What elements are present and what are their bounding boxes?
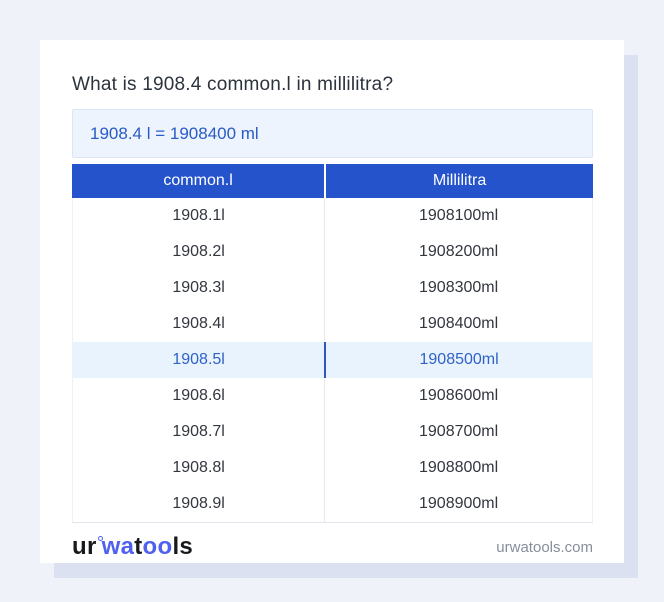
urwatools-logo[interactable]: ur watools <box>72 535 193 559</box>
table-row[interactable]: 1908.7l 1908700ml <box>73 414 592 450</box>
cell-millilitra: 1908800ml <box>324 450 592 486</box>
cell-common-l: 1908.2l <box>172 243 225 260</box>
table-header-row: common.l Millilitra <box>72 164 593 198</box>
table-row[interactable]: 1908.6l 1908600ml <box>73 378 592 414</box>
cell-millilitra: 1908900ml <box>324 486 592 522</box>
cell-millilitra: 1908400ml <box>324 306 592 342</box>
table-row[interactable]: 1908.9l 1908900ml <box>73 486 592 522</box>
conversion-result-text: 1908.4 l = 1908400 ml <box>90 123 259 143</box>
cell-common-l: 1908.6l <box>172 387 225 404</box>
cell-millilitra: 1908100ml <box>324 198 592 234</box>
table-row[interactable]: 1908.4l 1908400ml <box>73 306 592 342</box>
table-row[interactable]: 1908.1l 1908100ml <box>73 198 592 234</box>
cell-common-l: 1908.1l <box>172 207 225 224</box>
cell-common-l: 1908.3l <box>172 279 225 296</box>
table-header-millilitra: Millilitra <box>324 164 593 198</box>
cell-common-l: 1908.7l <box>172 423 225 440</box>
cell-common-l: 1908.8l <box>172 459 225 476</box>
cell-millilitra: 1908600ml <box>324 378 592 414</box>
cell-millilitra: 1908500ml <box>324 342 592 378</box>
footer-domain: urwatools.com <box>496 538 593 556</box>
table-body: 1908.1l 1908100ml 1908.2l 1908200ml 1908.3l 1… <box>72 198 593 523</box>
table-row[interactable]: 1908.2l 1908200ml <box>73 234 592 270</box>
logo-text-wa: wa <box>101 533 135 560</box>
cell-millilitra: 1908700ml <box>324 414 592 450</box>
footer: ur watools urwatools.com <box>72 528 593 566</box>
cell-common-l: 1908.9l <box>172 495 225 512</box>
conversion-result-box: 1908.4 l = 1908400 ml <box>72 109 593 158</box>
logo-text-t: t <box>134 533 143 560</box>
page-title: What is 1908.4 common.l in millilitra? <box>72 74 394 95</box>
conversion-table: common.l Millilitra 1908.1l 1908100ml 1908… <box>72 164 593 523</box>
table-row-highlighted[interactable]: 1908.5l 1908500ml <box>73 342 592 378</box>
logo-text-oo: oo <box>142 533 173 560</box>
logo-degree-icon <box>97 536 103 541</box>
cell-millilitra: 1908200ml <box>324 234 592 270</box>
cell-common-l: 1908.4l <box>172 315 225 332</box>
table-header-common-l: common.l <box>163 172 233 189</box>
table-row[interactable]: 1908.8l 1908800ml <box>73 450 592 486</box>
logo-text-ls: ls <box>172 533 194 560</box>
conversion-card: What is 1908.4 common.l in millilitra? 1… <box>40 40 624 563</box>
cell-millilitra: 1908300ml <box>324 270 592 306</box>
logo-text-ur: ur <box>72 533 97 560</box>
cell-common-l: 1908.5l <box>172 351 225 368</box>
table-row[interactable]: 1908.3l 1908300ml <box>73 270 592 306</box>
